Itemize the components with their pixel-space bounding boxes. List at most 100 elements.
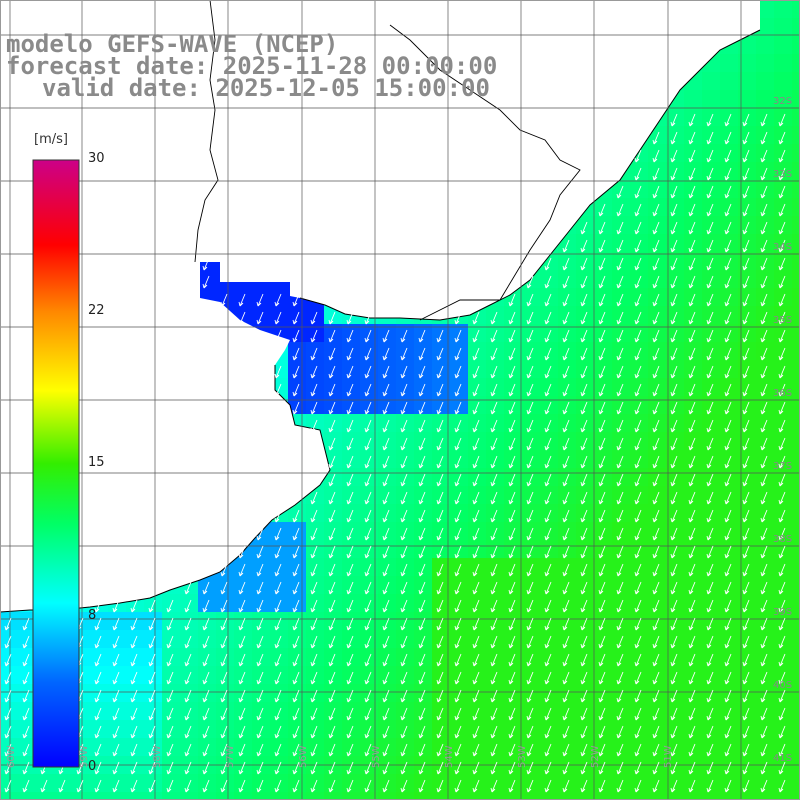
wind-arrow	[562, 599, 570, 613]
wind-cell	[792, 738, 800, 757]
wind-cell	[720, 54, 739, 73]
wind-arrow	[292, 383, 300, 397]
wind-arrow	[670, 185, 678, 199]
wind-arrow	[742, 779, 750, 793]
wind-arrow	[634, 491, 642, 505]
wind-arrow	[490, 599, 498, 613]
wind-cell	[774, 792, 793, 800]
wind-arrow	[400, 491, 408, 505]
wind-arrow	[364, 743, 372, 757]
wind-cell	[792, 450, 800, 469]
wind-arrow	[418, 617, 426, 631]
wind-arrow	[436, 455, 444, 469]
longitude-label: 56W	[298, 745, 309, 768]
wind-arrow	[706, 653, 714, 667]
wind-arrow	[778, 203, 786, 217]
wind-arrow	[508, 545, 516, 559]
wind-arrow	[292, 653, 300, 667]
wind-arrow	[706, 347, 714, 361]
wind-arrow	[598, 653, 606, 667]
wind-arrow	[508, 689, 516, 703]
wind-arrow	[454, 311, 462, 325]
wind-arrow	[544, 581, 552, 595]
wind-arrow	[148, 599, 156, 613]
wind-arrow	[490, 671, 498, 685]
wind-arrow	[256, 293, 264, 307]
wind-arrow	[724, 419, 732, 433]
wind-arrow	[526, 365, 534, 379]
wind-arrow	[364, 383, 372, 397]
wind-arrow	[778, 275, 786, 289]
wind-arrow	[472, 725, 480, 739]
wind-arrow	[616, 257, 624, 271]
wind-arrow	[760, 779, 768, 793]
wind-arrow	[328, 365, 336, 379]
wind-arrow	[778, 725, 786, 739]
wind-arrow	[688, 365, 696, 379]
wind-arrow	[310, 635, 318, 649]
wind-arrow	[670, 545, 678, 559]
wind-arrow	[652, 419, 660, 433]
wind-arrow	[706, 617, 714, 631]
wind-arrow	[652, 455, 660, 469]
wind-arrow	[652, 257, 660, 271]
wind-arrow	[544, 329, 552, 343]
wind-arrow	[508, 671, 516, 685]
wind-arrow	[238, 671, 246, 685]
wind-arrow	[436, 509, 444, 523]
wind-arrow	[292, 635, 300, 649]
wind-arrow	[364, 509, 372, 523]
wind-arrow	[328, 707, 336, 721]
wind-arrow	[490, 563, 498, 577]
wind-arrow	[670, 347, 678, 361]
wind-arrow	[400, 401, 408, 415]
wind-arrow	[598, 365, 606, 379]
wind-arrow	[328, 725, 336, 739]
wind-arrow	[202, 707, 210, 721]
wind-arrow	[742, 113, 750, 127]
wind-arrow	[616, 689, 624, 703]
wind-arrow	[292, 581, 300, 595]
wind-arrow	[778, 383, 786, 397]
wind-arrow	[382, 437, 390, 451]
wind-arrow	[526, 383, 534, 397]
wind-arrow	[670, 455, 678, 469]
wind-cell	[144, 792, 163, 800]
wind-arrow	[598, 473, 606, 487]
wind-arrow	[418, 545, 426, 559]
wind-arrow	[652, 275, 660, 289]
wind-arrow	[580, 617, 588, 631]
wind-arrow	[292, 293, 300, 307]
wind-arrow	[292, 311, 300, 325]
wind-arrow	[526, 653, 534, 667]
wind-arrow	[274, 779, 282, 793]
wind-arrow	[508, 509, 516, 523]
wind-arrow	[562, 617, 570, 631]
wind-cell	[36, 792, 55, 800]
wind-arrow	[652, 599, 660, 613]
wind-arrow	[508, 419, 516, 433]
wind-arrow	[346, 545, 354, 559]
wind-arrow	[652, 437, 660, 451]
wind-arrow	[328, 473, 336, 487]
wind-arrow	[166, 743, 174, 757]
wind-arrow	[328, 329, 336, 343]
wind-arrow	[238, 293, 246, 307]
wind-arrow	[292, 779, 300, 793]
wind-cell	[630, 792, 649, 800]
title-valid-date: valid date: 2025-12-05 15:00:00	[42, 74, 490, 102]
wind-arrow	[130, 761, 138, 775]
wind-arrow	[490, 581, 498, 595]
wind-arrow	[292, 365, 300, 379]
wind-arrow	[526, 275, 534, 289]
wind-arrow	[508, 779, 516, 793]
wind-arrow	[148, 779, 156, 793]
wind-arrow	[598, 437, 606, 451]
wind-arrow	[202, 779, 210, 793]
wind-arrow	[346, 599, 354, 613]
wind-arrow	[544, 347, 552, 361]
wind-arrow	[616, 221, 624, 235]
wind-arrow	[634, 653, 642, 667]
wind-arrow	[526, 671, 534, 685]
